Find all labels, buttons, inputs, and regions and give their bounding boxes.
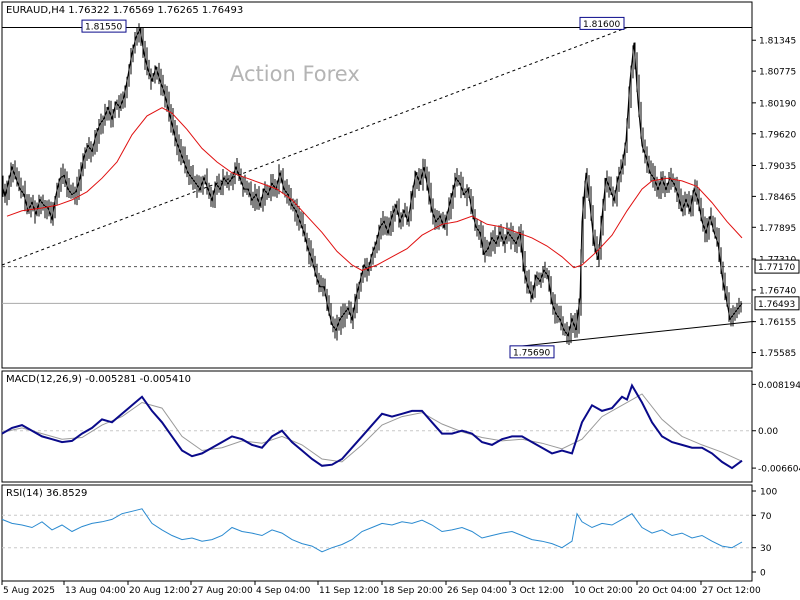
- rsi-line: [1, 508, 743, 553]
- watermark: Action Forex: [230, 62, 360, 86]
- price-y-tick-label: 1.76155: [759, 318, 796, 328]
- symbol-header: EURAUD,H4 1.76322 1.76569 1.76265 1.7649…: [6, 5, 243, 16]
- x-tick-label: 5 Aug 2025: [3, 586, 55, 596]
- candle-group: [2, 23, 742, 346]
- pane-frame: [1, 1, 753, 369]
- macd-y-tick-label: -0.006604: [758, 465, 800, 475]
- rsi-y-tick-label: 70: [760, 512, 772, 522]
- macd-y-tick-label: 0.008194: [758, 381, 800, 391]
- x-tick-label: 26 Sep 04:00: [447, 586, 507, 596]
- trendline: [513, 320, 755, 348]
- rsi-y-tick-label: 30: [760, 544, 772, 554]
- macd-line: [1, 383, 743, 470]
- x-tick-label: 20 Aug 12:00: [129, 586, 190, 596]
- macd-pane: 0.008194 0.00 -0.006604: [1, 370, 800, 483]
- rsi-y-tick-label: 100: [760, 488, 777, 498]
- pane-frame: [1, 370, 753, 483]
- price-y-tick-label: 1.78465: [759, 193, 796, 203]
- x-tick-label: 20 Oct 04:00: [638, 586, 697, 596]
- level-tag-label: 1.77170: [758, 263, 795, 273]
- annotation-label: 1.81550: [85, 23, 122, 33]
- macd-y-tick-label: 0.00: [758, 427, 778, 437]
- x-tick-label: 4 Sep 04:00: [256, 586, 311, 596]
- level-tag-box: [754, 296, 800, 311]
- annotation-box: [509, 345, 555, 359]
- x-tick-label: 27 Oct 12:00: [702, 586, 761, 596]
- rsi-y-tick-label: 0: [760, 569, 766, 579]
- rsi-pane: 100 70 30 0: [1, 484, 777, 582]
- macd-signal-line: [1, 393, 743, 463]
- rsi-title: RSI(14) 36.8529: [6, 488, 87, 499]
- x-axis: 5 Aug 2025 13 Aug 04:00 20 Aug 12:00 27 Aug…: [1, 581, 761, 596]
- price-y-tick-label: 1.80775: [759, 68, 796, 78]
- level-tag-label: 1.76493: [758, 300, 795, 310]
- macd-title: MACD(12,26,9) -0.005281 -0.005410: [6, 374, 191, 385]
- annotation-label: 1.81600: [583, 20, 620, 30]
- trendline: [1, 25, 631, 266]
- x-tick-label: 3 Oct 12:00: [511, 586, 564, 596]
- annotation-label: 1.75690: [513, 348, 550, 358]
- price-y-tick-label: 1.76740: [759, 286, 796, 296]
- level-tag-box: [754, 259, 800, 274]
- price-pane: 1.81345 1.80775 1.80190 1.79620 1.79035 1.784…: [1, 1, 800, 369]
- price-y-tick-label: 1.79035: [759, 162, 796, 172]
- price-y-tick-label: 1.79620: [759, 130, 796, 140]
- x-tick-label: 18 Sep 20:00: [383, 586, 443, 596]
- price-y-tick-label: 1.81345: [759, 37, 796, 47]
- annotation-box: [579, 16, 625, 30]
- pane-frame: [1, 484, 753, 582]
- price-y-tick-label: 1.77895: [759, 224, 796, 234]
- x-tick-label: 13 Aug 04:00: [65, 586, 126, 596]
- annotation-box: [81, 19, 127, 33]
- x-tick-label: 27 Aug 20:00: [192, 586, 253, 596]
- price-y-tick-label: 1.75585: [759, 349, 796, 359]
- moving-average-line: [6, 107, 743, 271]
- price-y-tick-label: 1.80190: [759, 99, 796, 109]
- price-line: [1, 27, 743, 337]
- x-tick-label: 10 Oct 20:00: [574, 586, 633, 596]
- x-tick-label: 11 Sep 12:00: [319, 586, 379, 596]
